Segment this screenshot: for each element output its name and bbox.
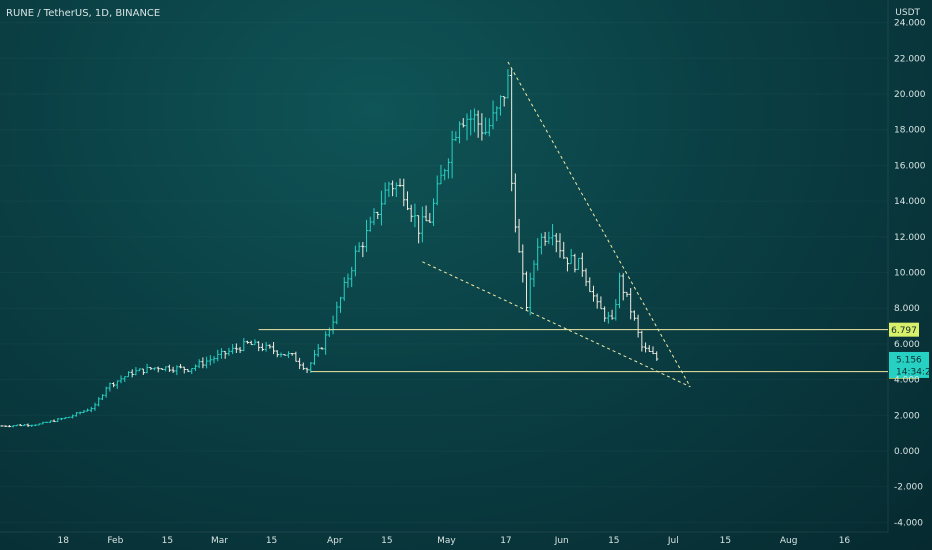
x-tick-label: Mar xyxy=(211,536,228,546)
trendline xyxy=(422,261,691,388)
y-tick-label: 16.000 xyxy=(894,161,926,171)
trendlines xyxy=(422,61,691,388)
x-tick-label: 15 xyxy=(381,536,392,546)
y-tick-label: 12.000 xyxy=(894,233,926,243)
trendline xyxy=(507,61,691,387)
level-price-label: 6.797 xyxy=(891,326,917,336)
chart-title: RUNE / TetherUS, 1D, BINANCE xyxy=(6,8,161,19)
x-tick-label: May xyxy=(437,536,456,546)
x-tick-label: Aug xyxy=(780,536,798,546)
x-axis: 18 Feb 15 Mar 15 Apr 15 May 17 Jun 15 Jul 15 Aug 16 xyxy=(0,531,888,546)
x-tick-label: 15 xyxy=(720,536,731,546)
x-tick-label: Feb xyxy=(107,536,123,546)
y-axis: -4.000 -2.000 0.000 2.000 4.000 6.000 8.000 10.… xyxy=(887,0,926,532)
y-tick-label: -4.000 xyxy=(894,518,923,528)
y-tick-label: 18.000 xyxy=(894,126,926,136)
x-tick-label: Apr xyxy=(327,536,343,546)
y-tick-label: 20.000 xyxy=(894,90,926,100)
last-price-label: 5.156 xyxy=(896,355,922,365)
x-tick-label: 15 xyxy=(162,536,173,546)
y-tick-label: 8.000 xyxy=(894,304,920,314)
x-tick-label: 17 xyxy=(500,536,511,546)
y-tick-label: 0.000 xyxy=(894,447,920,457)
countdown-label: 14:34:22 xyxy=(896,367,932,377)
x-tick-label: 18 xyxy=(58,536,70,546)
last-price-tag xyxy=(889,351,929,378)
y-tick-label: 2.000 xyxy=(894,411,920,421)
grid-lines xyxy=(0,23,888,523)
x-tick-label: 16 xyxy=(839,536,851,546)
level-price-tag xyxy=(889,322,919,337)
y-tick-label: 24.000 xyxy=(894,19,926,29)
y-tick-label: 4.000 xyxy=(894,376,920,386)
x-tick-label: 15 xyxy=(266,536,277,546)
y-tick-label: 6.000 xyxy=(894,340,920,350)
x-tick-label: Jul xyxy=(667,536,679,546)
candles xyxy=(0,69,659,428)
y-tick-label: 14.000 xyxy=(894,197,926,207)
y-tick-label: -2.000 xyxy=(894,483,923,493)
y-tick-label: 10.000 xyxy=(894,269,926,279)
x-tick-label: Jun xyxy=(554,536,569,546)
y-tick-label: 22.000 xyxy=(894,54,926,64)
axis-unit-label: USDT xyxy=(895,8,920,18)
x-tick-label: 15 xyxy=(608,536,619,546)
